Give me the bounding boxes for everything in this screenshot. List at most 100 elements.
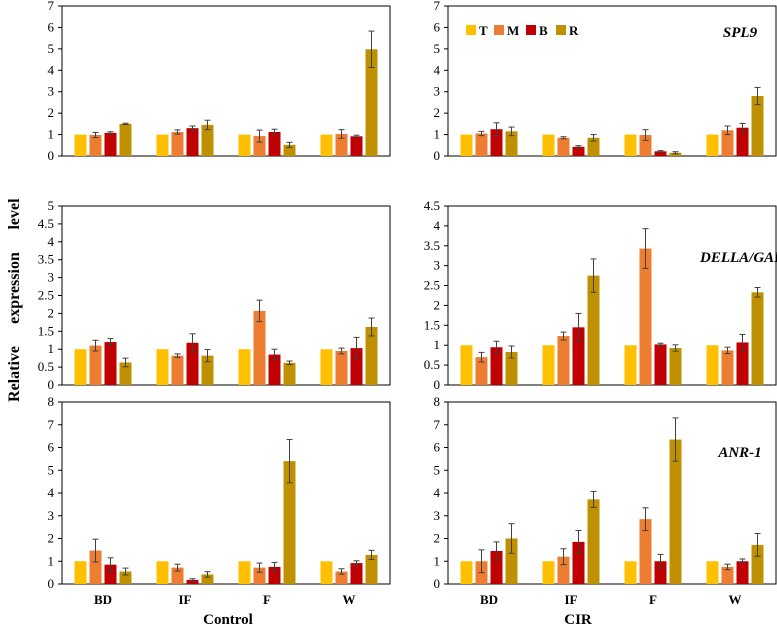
y-tick-label: 1 bbox=[48, 341, 55, 356]
panel-row2-control: 0 0.5 1 1.5 2 2.5 3 3.5 4 4.5 5 bbox=[38, 198, 391, 392]
x-category-label: BD bbox=[480, 592, 498, 607]
bar-t-f bbox=[238, 134, 251, 156]
bar-b-bd bbox=[104, 564, 117, 584]
bar-b-f bbox=[654, 344, 667, 385]
y-tick-label: 5 bbox=[48, 198, 55, 213]
error-bar bbox=[560, 548, 567, 566]
bar-r-if bbox=[587, 499, 600, 584]
bar-t-w bbox=[320, 561, 333, 584]
bar-t-bd bbox=[460, 134, 473, 156]
y-tick-label: 3.5 bbox=[424, 238, 440, 253]
bar-r-bd bbox=[505, 351, 518, 385]
bar-b-w bbox=[350, 348, 363, 385]
bar-m-if bbox=[171, 355, 184, 385]
y-tick-label: 0 bbox=[434, 148, 441, 163]
y-tick-label: 6 bbox=[48, 19, 55, 34]
y-tick-label: 0.5 bbox=[38, 359, 54, 374]
error-bar bbox=[286, 439, 293, 484]
error-bar bbox=[493, 541, 500, 561]
bar-m-bd bbox=[475, 357, 488, 385]
error-bar bbox=[642, 228, 649, 269]
bar-m-if bbox=[557, 336, 570, 385]
y-tick-label: 2.5 bbox=[424, 278, 440, 293]
y-axis-label-expression: expression bbox=[6, 252, 23, 324]
error-bar bbox=[271, 348, 278, 361]
y-tick-label: 0 bbox=[48, 377, 55, 392]
x-category-label: IF bbox=[179, 592, 192, 607]
bar-t-w bbox=[320, 349, 333, 385]
y-tick-label: 2 bbox=[48, 105, 55, 120]
y-tick-label: 1 bbox=[434, 127, 441, 142]
error-bar bbox=[478, 130, 485, 137]
legend-item-b: B bbox=[526, 23, 548, 38]
y-tick-label: 4 bbox=[434, 218, 441, 233]
error-bar bbox=[353, 560, 360, 566]
error-bar bbox=[122, 567, 129, 576]
bar-b-f bbox=[654, 151, 667, 156]
bar-b-bd bbox=[490, 347, 503, 385]
legend-item-m: M bbox=[494, 23, 519, 38]
panel-row1-cir: 0 1 2 3 4 5 6 7 SPL9 bbox=[434, 0, 777, 163]
y-axis-label-relative: Relative bbox=[6, 346, 23, 402]
error-bar bbox=[174, 563, 181, 572]
error-bar bbox=[739, 333, 746, 351]
bar-t-bd bbox=[74, 134, 87, 156]
y-tick-label: 6 bbox=[48, 440, 55, 455]
y-tick-label: 4 bbox=[48, 485, 55, 500]
error-bar bbox=[575, 312, 582, 342]
bar-m-if bbox=[557, 556, 570, 584]
bar-t-w bbox=[320, 134, 333, 156]
legend-label-t: T bbox=[479, 23, 488, 38]
y-tick-label: 0 bbox=[434, 377, 441, 392]
y-tick-label: 1 bbox=[48, 127, 55, 142]
error-bar bbox=[657, 342, 664, 347]
bar-r-w bbox=[751, 96, 764, 156]
y-tick-label: 1.5 bbox=[424, 317, 440, 332]
error-bar bbox=[590, 490, 597, 508]
error-bar bbox=[368, 317, 375, 337]
bar-r-bd bbox=[119, 123, 132, 156]
bar-r-f bbox=[283, 461, 296, 584]
legend-swatch-b bbox=[526, 25, 536, 35]
error-bar bbox=[724, 563, 731, 571]
x-category-label: BD bbox=[94, 592, 112, 607]
bar-r-f bbox=[283, 144, 296, 156]
error-bar bbox=[338, 347, 345, 355]
error-bar bbox=[672, 417, 679, 462]
bar-r-if bbox=[201, 574, 214, 584]
panel-row3-cir: 0 1 2 3 4 5 6 7 8 BD IF F W ANR-1 bbox=[434, 394, 777, 607]
bar-r-w bbox=[751, 292, 764, 385]
legend-label-b: B bbox=[539, 23, 548, 38]
bar-b-bd bbox=[490, 551, 503, 584]
bar-m-w bbox=[335, 350, 348, 385]
bar-b-if bbox=[572, 146, 585, 156]
y-tick-label: 0 bbox=[48, 148, 55, 163]
error-bar bbox=[560, 136, 567, 140]
bar-r-f bbox=[669, 439, 682, 584]
error-bar bbox=[368, 549, 375, 560]
y-tick-label: 1 bbox=[434, 553, 441, 568]
y-tick-label: 2 bbox=[48, 531, 55, 546]
bar-m-w bbox=[721, 350, 734, 385]
error-bar bbox=[92, 339, 99, 352]
error-bar bbox=[174, 129, 181, 135]
legend: T M B R bbox=[466, 23, 579, 38]
bar-t-if bbox=[542, 561, 555, 584]
bar-r-bd bbox=[119, 362, 132, 385]
bar-r-if bbox=[201, 355, 214, 385]
bar-t-w bbox=[706, 561, 719, 584]
bar-m-bd bbox=[475, 133, 488, 156]
error-bar bbox=[590, 258, 597, 293]
panel-row2-cir: 0 0.5 1 1.5 2 2.5 3 3.5 4 4.5 DELLA/GAI bbox=[424, 198, 777, 392]
bar-m-w bbox=[721, 566, 734, 584]
error-bar bbox=[575, 145, 582, 149]
y-tick-label: 6 bbox=[434, 440, 441, 455]
x-category-label: F bbox=[263, 592, 271, 607]
panel-row1-control: 0 1 2 3 4 5 6 7 bbox=[48, 0, 391, 163]
y-tick-label: 3 bbox=[48, 508, 55, 523]
legend-label-r: R bbox=[569, 23, 579, 38]
error-bar bbox=[204, 571, 211, 578]
bar-b-w bbox=[736, 342, 749, 385]
bar-b-w bbox=[736, 127, 749, 156]
error-bar bbox=[642, 507, 649, 532]
